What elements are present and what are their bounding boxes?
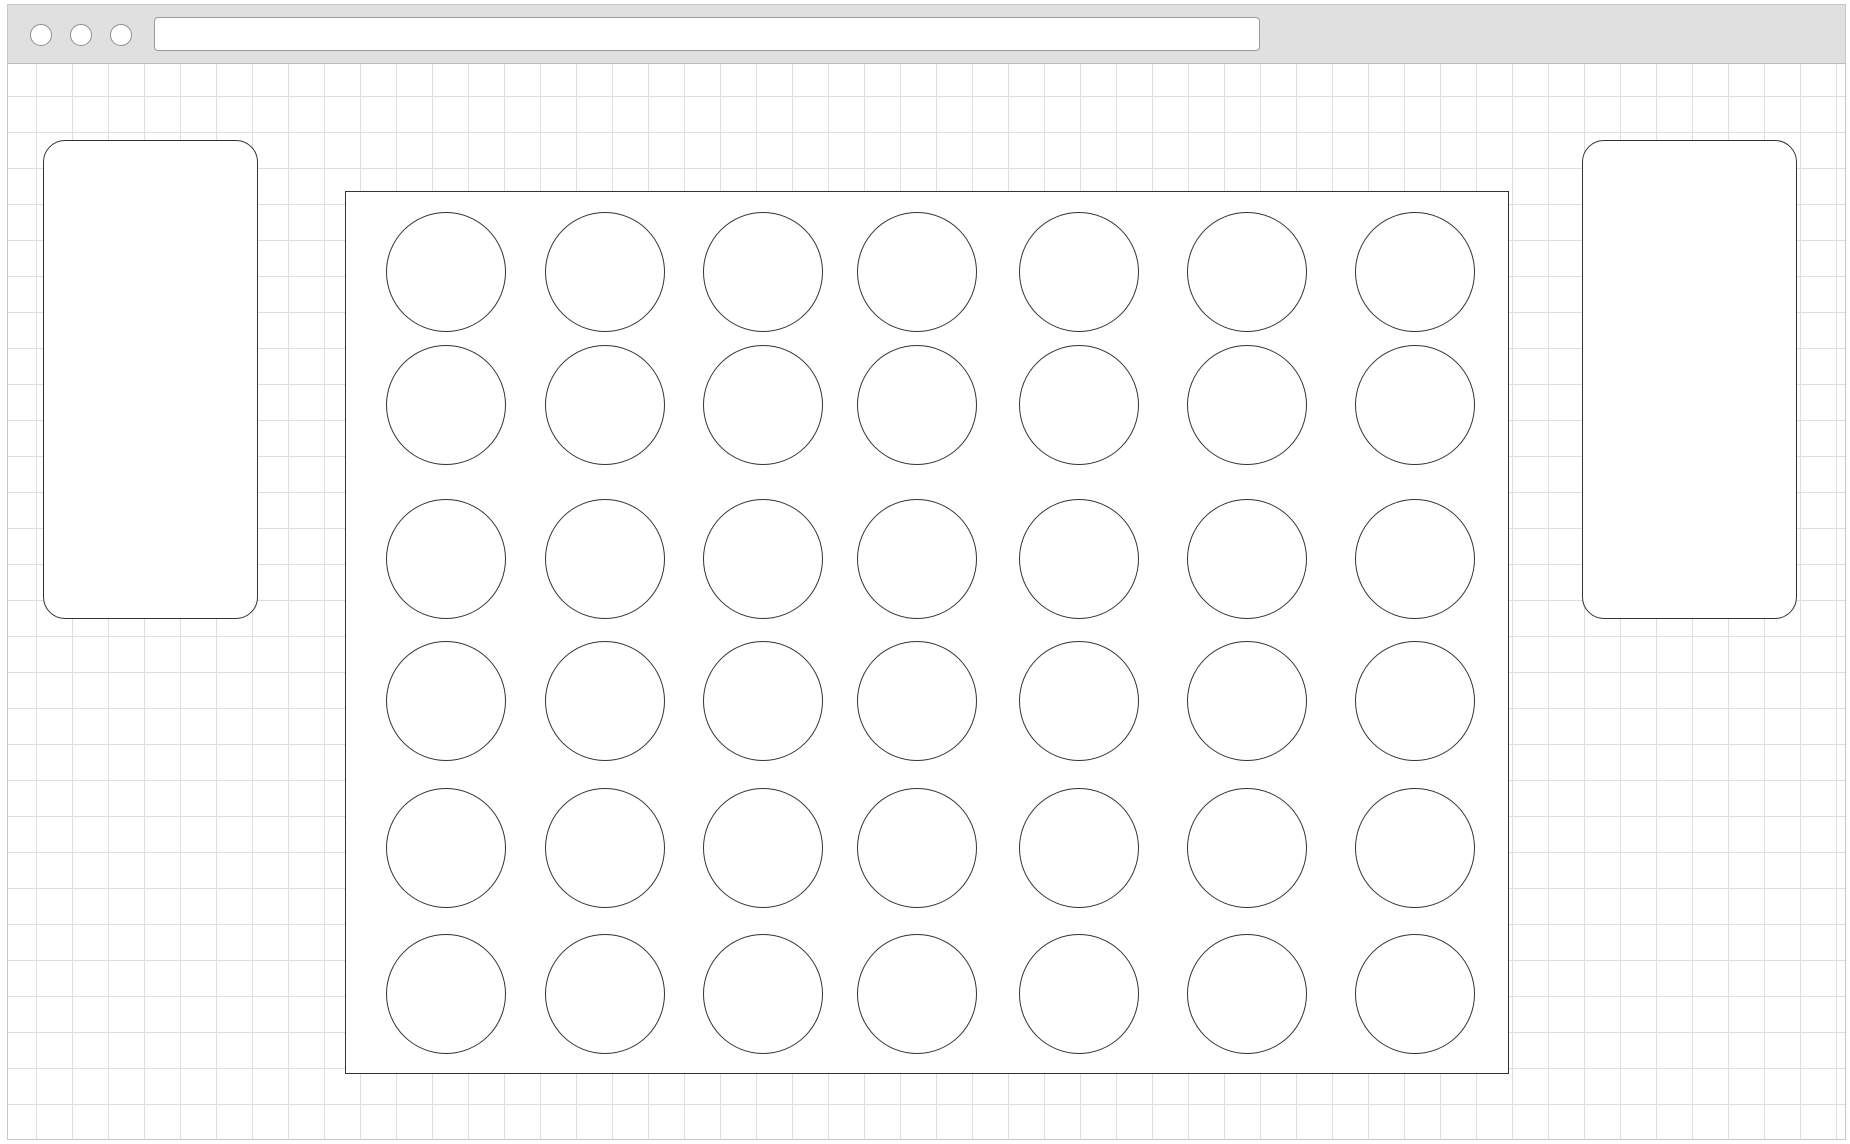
board-slot-r1-c7[interactable] (1355, 212, 1475, 332)
board-slot-r5-c3[interactable] (703, 788, 823, 908)
board-slot-r4-c6[interactable] (1187, 641, 1307, 761)
board-slot-r1-c1[interactable] (386, 212, 506, 332)
board-slot-r6-c5[interactable] (1019, 934, 1139, 1054)
board-slot-r6-c6[interactable] (1187, 934, 1307, 1054)
game-board (345, 191, 1509, 1074)
board-slot-r6-c2[interactable] (545, 934, 665, 1054)
board-slot-r5-c1[interactable] (386, 788, 506, 908)
board-slot-r2-c2[interactable] (545, 345, 665, 465)
board-slot-r4-c2[interactable] (545, 641, 665, 761)
browser-window (7, 4, 1846, 1140)
board-slot-r6-c4[interactable] (857, 934, 977, 1054)
board-slot-r5-c4[interactable] (857, 788, 977, 908)
board-slot-r3-c6[interactable] (1187, 499, 1307, 619)
board-slot-r6-c3[interactable] (703, 934, 823, 1054)
window-button-maximize[interactable] (110, 24, 132, 46)
board-slot-r1-c3[interactable] (703, 212, 823, 332)
window-button-close[interactable] (30, 24, 52, 46)
board-slot-r5-c2[interactable] (545, 788, 665, 908)
board-slot-r3-c5[interactable] (1019, 499, 1139, 619)
window-button-minimize[interactable] (70, 24, 92, 46)
board-slot-r3-c1[interactable] (386, 499, 506, 619)
board-slot-r5-c6[interactable] (1187, 788, 1307, 908)
board-slot-r5-c7[interactable] (1355, 788, 1475, 908)
board-slot-r4-c5[interactable] (1019, 641, 1139, 761)
board-slot-r4-c7[interactable] (1355, 641, 1475, 761)
title-bar (8, 5, 1845, 64)
board-slot-r3-c2[interactable] (545, 499, 665, 619)
board-slot-r3-c3[interactable] (703, 499, 823, 619)
left-side-panel (43, 140, 258, 619)
canvas-area (8, 64, 1845, 1139)
board-slot-r1-c6[interactable] (1187, 212, 1307, 332)
board-slot-r2-c5[interactable] (1019, 345, 1139, 465)
address-bar[interactable] (154, 17, 1260, 51)
board-slot-r1-c4[interactable] (857, 212, 977, 332)
board-slot-r3-c7[interactable] (1355, 499, 1475, 619)
board-slot-r2-c1[interactable] (386, 345, 506, 465)
board-slot-r1-c2[interactable] (545, 212, 665, 332)
board-slot-r6-c1[interactable] (386, 934, 506, 1054)
board-slot-r2-c4[interactable] (857, 345, 977, 465)
board-slot-r4-c3[interactable] (703, 641, 823, 761)
board-slot-r2-c6[interactable] (1187, 345, 1307, 465)
board-slot-r2-c7[interactable] (1355, 345, 1475, 465)
board-slot-r3-c4[interactable] (857, 499, 977, 619)
board-slot-r6-c7[interactable] (1355, 934, 1475, 1054)
board-slot-r5-c5[interactable] (1019, 788, 1139, 908)
board-slot-r1-c5[interactable] (1019, 212, 1139, 332)
board-slot-r4-c1[interactable] (386, 641, 506, 761)
board-slot-r4-c4[interactable] (857, 641, 977, 761)
right-side-panel (1582, 140, 1797, 619)
board-slot-r2-c3[interactable] (703, 345, 823, 465)
